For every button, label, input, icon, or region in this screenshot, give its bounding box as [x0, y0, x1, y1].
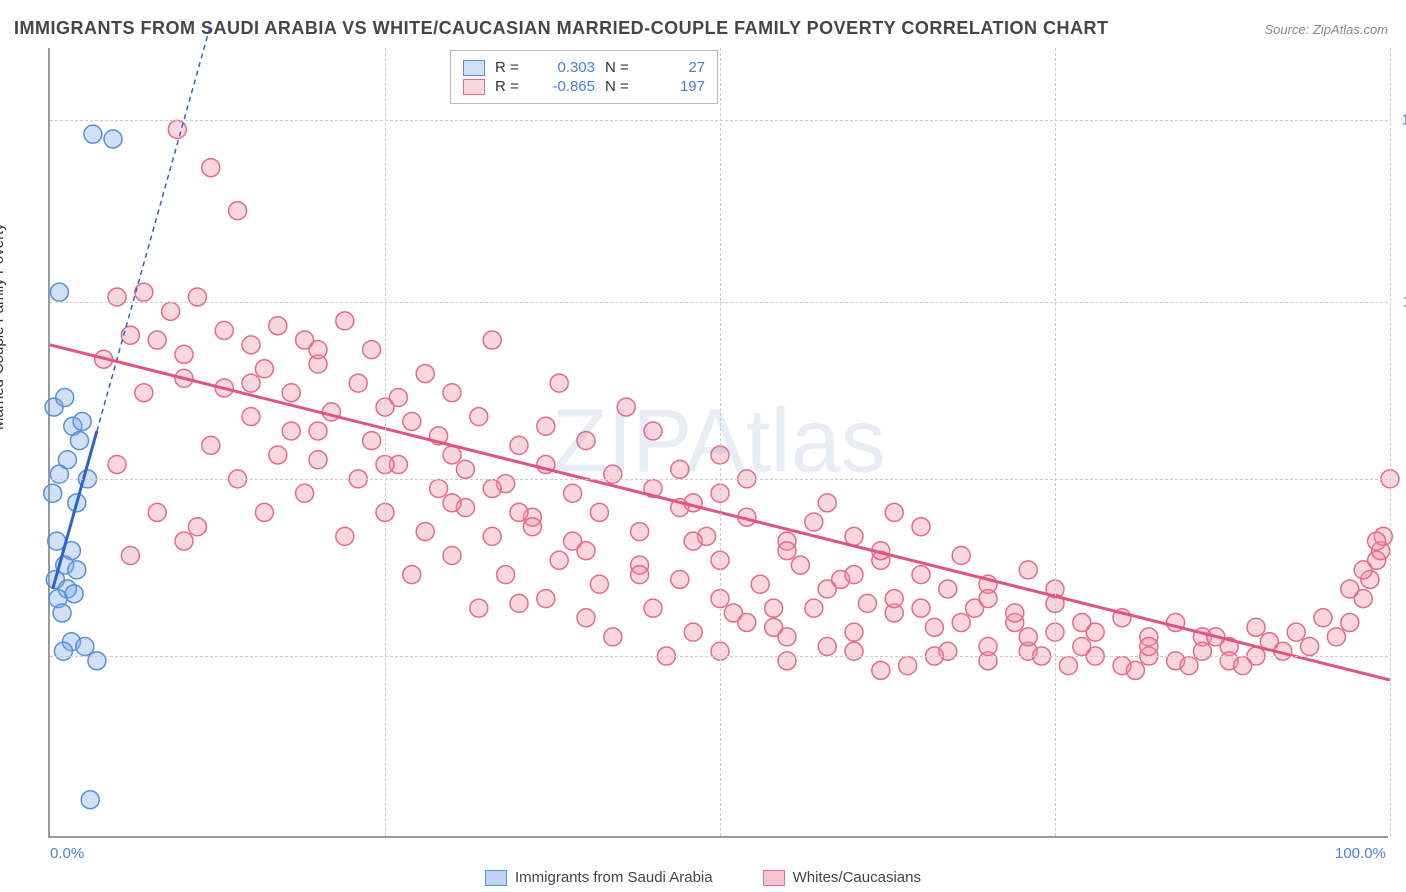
- gridline-v: [1055, 48, 1056, 836]
- plot-area: ZIPAtlas 3.8%7.5%11.2%15.0%0.0%100.0%: [48, 48, 1388, 838]
- legend-swatch-blue: [485, 870, 507, 886]
- legend-item-saudi: Immigrants from Saudi Arabia: [485, 869, 713, 886]
- gridline-h: [50, 656, 1388, 657]
- legend-r-value-1: 0.303: [540, 59, 595, 76]
- legend-row-series2: R = -0.865 N = 197: [463, 78, 705, 95]
- y-tick-label: 15.0%: [1401, 111, 1406, 128]
- legend-correlation-box: R = 0.303 N = 27 R = -0.865 N = 197: [450, 50, 718, 104]
- legend-bottom: Immigrants from Saudi Arabia Whites/Cauc…: [0, 869, 1406, 886]
- legend-label: Whites/Caucasians: [793, 869, 921, 886]
- chart-title: IMMIGRANTS FROM SAUDI ARABIA VS WHITE/CA…: [14, 18, 1109, 39]
- chart-svg: [50, 48, 1388, 836]
- gridline-v: [385, 48, 386, 836]
- legend-swatch-pink: [463, 79, 485, 95]
- legend-n-value-2: 197: [650, 78, 705, 95]
- legend-n-value-1: 27: [650, 59, 705, 76]
- x-tick-label: 100.0%: [1335, 845, 1386, 862]
- legend-swatch-pink: [763, 870, 785, 886]
- legend-r-label: R =: [495, 78, 530, 95]
- legend-row-series1: R = 0.303 N = 27: [463, 59, 705, 76]
- legend-n-label: N =: [605, 59, 640, 76]
- y-axis-label: Married-Couple Family Poverty: [0, 223, 7, 430]
- x-tick-label: 0.0%: [50, 845, 84, 862]
- y-tick-label: 11.2%: [1403, 293, 1406, 310]
- legend-swatch-blue: [463, 60, 485, 76]
- gridline-v: [720, 48, 721, 836]
- legend-label: Immigrants from Saudi Arabia: [515, 869, 713, 886]
- source-label: Source: ZipAtlas.com: [1264, 22, 1388, 37]
- gridline-h: [50, 120, 1388, 121]
- legend-n-label: N =: [605, 78, 640, 95]
- gridline-v: [1390, 48, 1391, 836]
- gridline-h: [50, 479, 1388, 480]
- legend-r-label: R =: [495, 59, 530, 76]
- legend-r-value-2: -0.865: [540, 78, 595, 95]
- legend-item-white: Whites/Caucasians: [763, 869, 921, 886]
- gridline-h: [50, 302, 1388, 303]
